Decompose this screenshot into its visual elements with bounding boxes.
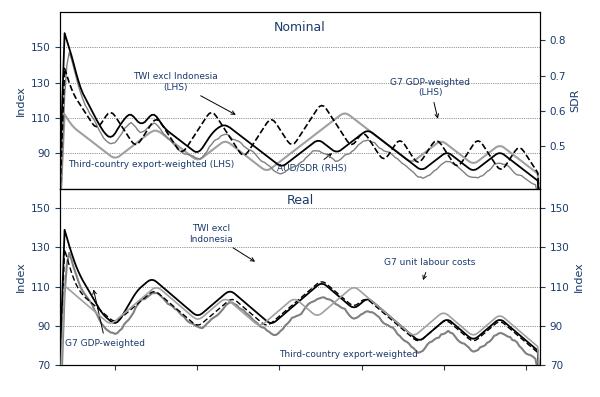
Text: TWI excl Indonesia
(LHS): TWI excl Indonesia (LHS) (133, 72, 235, 114)
Text: G7 unit labour costs: G7 unit labour costs (383, 258, 475, 279)
Y-axis label: Index: Index (574, 262, 584, 292)
Text: Real: Real (286, 194, 314, 207)
Y-axis label: Index: Index (16, 85, 26, 116)
Text: AUD/SDR (RHS): AUD/SDR (RHS) (277, 154, 347, 173)
Text: Third-country export-weighted (LHS): Third-country export-weighted (LHS) (68, 160, 235, 169)
Text: Nominal: Nominal (274, 21, 326, 34)
Y-axis label: SDR: SDR (571, 89, 580, 112)
Text: G7 GDP-weighted: G7 GDP-weighted (65, 291, 145, 348)
Text: G7 GDP-weighted
(LHS): G7 GDP-weighted (LHS) (390, 77, 470, 118)
Y-axis label: Index: Index (16, 262, 26, 292)
Text: TWI excl
Indonesia: TWI excl Indonesia (189, 224, 254, 261)
Text: Third-country export-weighted: Third-country export-weighted (280, 349, 418, 358)
